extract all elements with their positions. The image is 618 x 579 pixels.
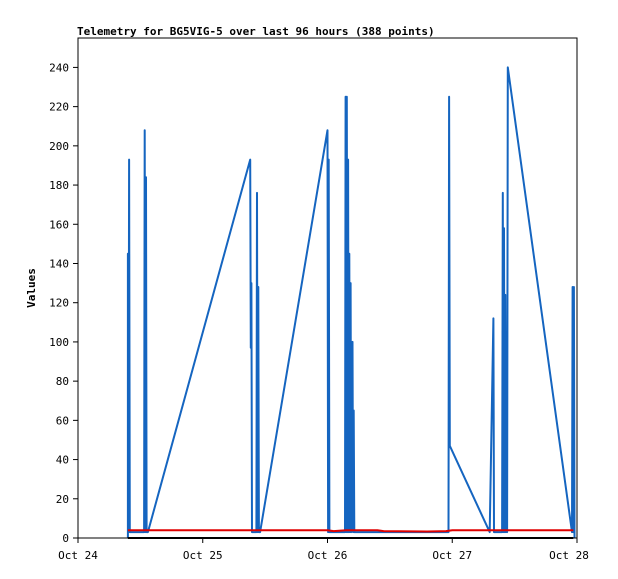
x-tick-label: Oct 25 xyxy=(183,549,223,562)
series-line-1 xyxy=(127,529,574,533)
y-tick-label: 160 xyxy=(49,218,69,231)
chart-title: Telemetry for BG5VIG-5 over last 96 hour… xyxy=(77,25,435,38)
y-tick-label: 220 xyxy=(49,101,69,114)
y-tick-label: 20 xyxy=(56,493,69,506)
y-tick-label: 240 xyxy=(49,61,69,74)
y-tick-label: 120 xyxy=(49,297,69,310)
y-axis-label: Values xyxy=(25,268,38,308)
x-axis-ticks: Oct 24 Oct 25 Oct 26 Oct 27 Oct 28 xyxy=(58,538,589,562)
x-tick-label: Oct 24 xyxy=(58,549,98,562)
y-tick-label: 0 xyxy=(62,532,69,545)
y-tick-label: 180 xyxy=(49,179,69,192)
series-line-0 xyxy=(126,66,576,539)
x-tick-label: Oct 26 xyxy=(308,549,348,562)
series-layer xyxy=(126,66,576,539)
y-tick-label: 80 xyxy=(56,375,69,388)
x-tick-label: Oct 27 xyxy=(432,549,472,562)
y-axis-ticks: 0 20 40 60 80 100 120 140 160 180 200 220 240 xyxy=(49,61,78,545)
y-tick-label: 200 xyxy=(49,140,69,153)
y-tick-label: 60 xyxy=(56,414,69,427)
y-tick-label: 40 xyxy=(56,454,69,467)
x-tick-label: Oct 28 xyxy=(549,549,589,562)
plot-frame xyxy=(77,37,578,539)
y-tick-label: 140 xyxy=(49,257,69,270)
y-tick-label: 100 xyxy=(49,336,69,349)
